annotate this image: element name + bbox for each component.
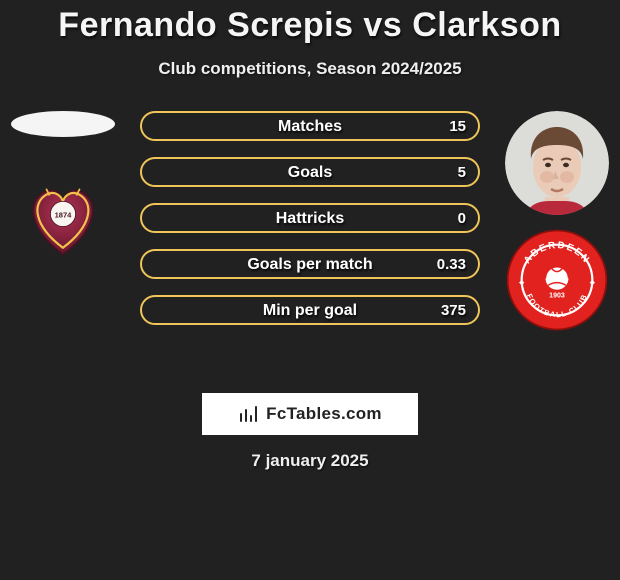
left-player-column: 1874 [8,111,118,261]
comparison-block: 1874 [0,111,620,391]
snapshot-date: 7 january 2025 [0,451,620,471]
attribution-icon [238,404,260,424]
player-photo-left [11,111,115,137]
stat-row: Hattricks0 [140,203,480,233]
stat-value-right: 375 [441,297,466,323]
attribution-badge: FcTables.com [202,393,418,435]
club-crest-hearts: 1874 [21,177,105,261]
stat-label: Matches [142,113,478,139]
stat-value-right: 15 [449,113,466,139]
stat-label: Min per goal [142,297,478,323]
crest-year-right: 1903 [549,293,565,300]
stat-row: Matches15 [140,111,480,141]
stat-row: Goals5 [140,157,480,187]
stat-row: Goals per match0.33 [140,249,480,279]
crest-year: 1874 [55,210,73,219]
stat-value-right: 5 [458,159,466,185]
stat-value-right: 0 [458,205,466,231]
stat-row: Min per goal375 [140,295,480,325]
attribution-text: FcTables.com [266,404,382,424]
stat-label: Goals per match [142,251,478,277]
stat-value-right: 0.33 [437,251,466,277]
player-photo-right [505,111,609,215]
stat-label: Goals [142,159,478,185]
stat-label: Hattricks [142,205,478,231]
page-title: Fernando Screpis vs Clarkson [0,0,620,45]
season-subtitle: Club competitions, Season 2024/2025 [0,59,620,79]
right-player-column: ABERDEEN FOOTBALL CLUB 1903 [502,111,612,333]
club-crest-aberdeen: ABERDEEN FOOTBALL CLUB 1903 [504,227,610,333]
stat-rows: Matches15 Goals5 Hattricks0 Goals per match… [140,111,480,341]
